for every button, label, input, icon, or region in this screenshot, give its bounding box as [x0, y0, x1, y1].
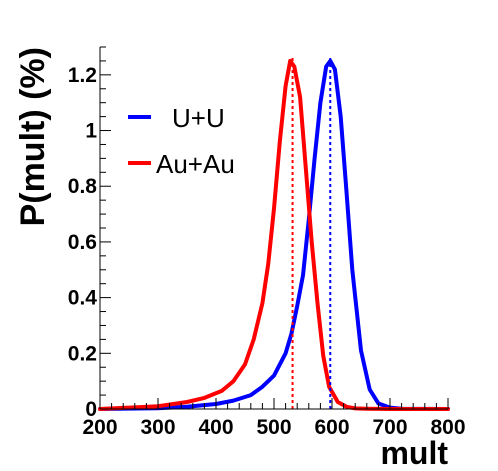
legend-label-au-au: Au+Au [156, 149, 235, 179]
legend-label-u-u: U+U [172, 103, 225, 133]
y-tick-label: 0.4 [68, 287, 98, 310]
x-axis-title: mult [380, 435, 448, 471]
x-tick-label: 600 [314, 416, 349, 439]
series-line-au-au [98, 58, 450, 411]
series-line-u-u [98, 58, 450, 411]
series-layer [98, 58, 450, 411]
y-tick-label: 0.2 [68, 342, 97, 365]
y-tick-label: 0.8 [68, 175, 98, 198]
y-tick-label: 0.6 [68, 231, 97, 254]
x-tick-label: 700 [372, 416, 407, 439]
y-axis-title: P(mult) (%) [14, 47, 52, 226]
x-tick-label: 200 [82, 416, 117, 439]
x-tick-label: 300 [140, 416, 175, 439]
plot-area [98, 56, 450, 411]
tick-labels: 200 300 400 500 600 700 800 0 0.2 0.4 0.6 0.8 1 1.2 [68, 64, 466, 439]
x-tick-label: 500 [256, 416, 291, 439]
x-tick-label: 800 [430, 416, 465, 439]
axes [99, 46, 449, 410]
x-tick-label: 400 [198, 416, 233, 439]
y-tick-label: 1 [85, 120, 97, 143]
y-tick-label: 0 [85, 398, 97, 421]
legend: U+U Au+Au [128, 103, 235, 179]
mean-marker-layer [291, 56, 332, 409]
y-tick-label: 1.2 [68, 64, 97, 87]
